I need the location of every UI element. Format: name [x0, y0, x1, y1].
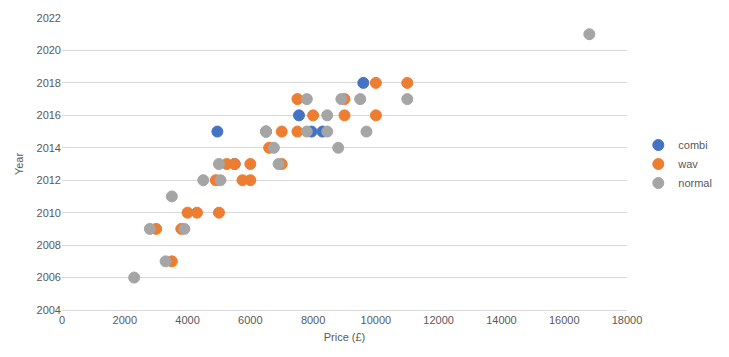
svg-text:10000: 10000: [361, 314, 392, 326]
svg-text:2016: 2016: [37, 109, 61, 121]
svg-text:2018: 2018: [37, 77, 61, 89]
svg-text:Year: Year: [13, 153, 25, 176]
svg-text:normal: normal: [678, 177, 712, 189]
svg-text:0: 0: [59, 314, 65, 326]
svg-text:combi: combi: [678, 139, 707, 151]
svg-text:8000: 8000: [301, 314, 325, 326]
svg-text:4000: 4000: [175, 314, 199, 326]
svg-text:Price (£): Price (£): [324, 331, 366, 343]
svg-text:2020: 2020: [37, 44, 61, 56]
svg-text:16000: 16000: [549, 314, 580, 326]
svg-text:2022: 2022: [37, 12, 61, 24]
svg-text:2004: 2004: [37, 304, 61, 316]
svg-text:2008: 2008: [37, 239, 61, 251]
svg-text:14000: 14000: [486, 314, 517, 326]
svg-text:2000: 2000: [113, 314, 137, 326]
svg-text:6000: 6000: [238, 314, 262, 326]
svg-text:12000: 12000: [423, 314, 454, 326]
svg-text:18000: 18000: [612, 314, 643, 326]
svg-text:wav: wav: [677, 158, 698, 170]
svg-text:2006: 2006: [37, 271, 61, 283]
svg-text:2012: 2012: [37, 174, 61, 186]
svg-text:2014: 2014: [37, 142, 61, 154]
svg-text:2010: 2010: [37, 207, 61, 219]
